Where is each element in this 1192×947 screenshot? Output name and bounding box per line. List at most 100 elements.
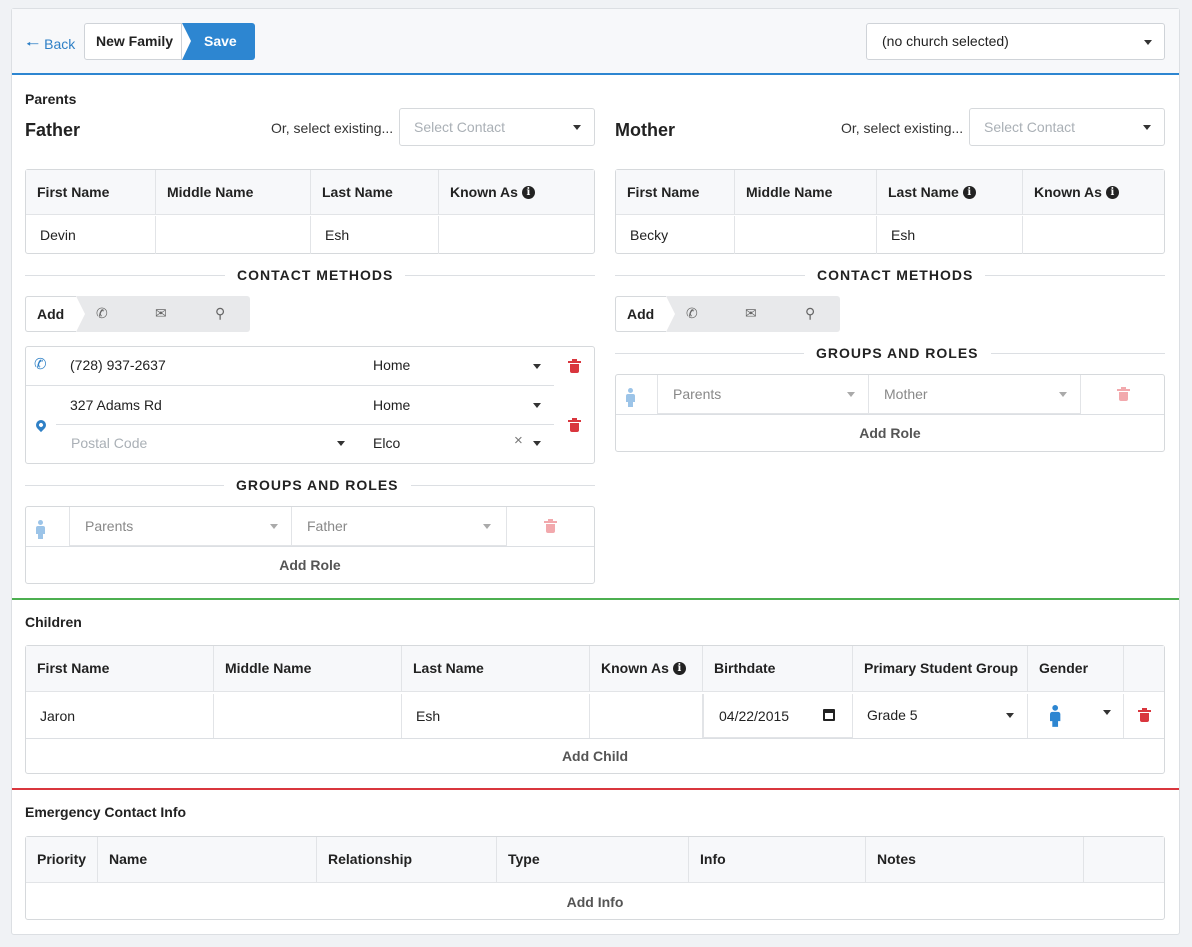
church-select[interactable]: (no church selected) (866, 23, 1165, 60)
father-select-contact[interactable]: Select Contact (399, 108, 595, 146)
phone-icon[interactable]: ✆ (686, 305, 698, 321)
emergency-table: Priority Name Relationship Type Info Not… (25, 836, 1165, 920)
father-address-input[interactable]: 327 Adams Rd (70, 397, 162, 413)
header-first-name: First Name (26, 170, 156, 215)
mother-title: Mother (615, 120, 675, 140)
chevron-down-icon (533, 441, 541, 446)
envelope-icon[interactable]: ✉ (745, 305, 757, 321)
child-student-group-value: Grade 5 (867, 707, 918, 723)
mother-first-name-input[interactable]: Becky (616, 216, 735, 254)
father-postal-code-input[interactable]: Postal Code (71, 435, 148, 451)
emergency-section-bar (12, 788, 1179, 790)
children-table: First Name Middle Name Last Name Known A… (25, 645, 1165, 774)
calendar-icon[interactable] (823, 709, 835, 721)
mother-name-table: First Name Middle Name Last Name i Known … (615, 169, 1165, 254)
chevron-down-icon (533, 364, 541, 369)
header-notes: Notes (866, 837, 1084, 882)
child-gender-select[interactable] (1028, 694, 1124, 738)
chevron-down-icon (1103, 710, 1111, 715)
header-priority: Priority (26, 837, 98, 882)
divider (26, 738, 1164, 739)
header-primary-student-group: Primary Student Group (853, 646, 1028, 691)
header-last-name: Last Name (311, 170, 439, 215)
church-select-value: (no church selected) (882, 33, 1009, 49)
father-name-table: First Name Middle Name Last Name Known A… (25, 169, 595, 254)
header-birthdate: Birthdate (703, 646, 853, 691)
father-last-name-input[interactable]: Esh (311, 216, 439, 254)
mother-select-contact[interactable]: Select Contact (969, 108, 1165, 146)
father-middle-name-input[interactable] (156, 216, 311, 254)
clear-icon[interactable]: × (514, 432, 523, 449)
mother-select-existing-label: Or, select existing... (841, 120, 964, 136)
envelope-icon[interactable]: ✉ (155, 305, 167, 321)
map-marker-icon[interactable]: ⚲ (215, 305, 226, 321)
breadcrumb-arrow (182, 23, 191, 60)
father-name-header: First Name Middle Name Last Name Known A… (26, 170, 594, 215)
mother-add-contact-bar: Add ✆ ✉ ⚲ (615, 296, 840, 332)
father-phone-input[interactable]: (728) 937-2637 (70, 357, 166, 373)
header-known-as: Known As i (1023, 170, 1165, 215)
info-icon[interactable]: i (521, 185, 535, 199)
chevron-down-icon (1059, 392, 1067, 397)
phone-icon[interactable]: ✆ (96, 305, 108, 321)
info-icon[interactable]: i (962, 185, 976, 199)
header-middle-name: Middle Name (214, 646, 402, 691)
mother-add-role-button[interactable]: Add Role (859, 425, 921, 441)
header-last-name: Last Name i (877, 170, 1023, 215)
back-link[interactable]: 🠐 Back (26, 34, 75, 59)
children-header-row: First Name Middle Name Last Name Known A… (26, 646, 1164, 692)
child-last-name-input[interactable]: Esh (402, 694, 590, 738)
chevron-down-icon (483, 524, 491, 529)
child-student-group-select[interactable]: Grade 5 (853, 694, 1028, 738)
children-section-bar (12, 598, 1179, 600)
map-marker-icon[interactable]: ⚲ (805, 305, 816, 321)
father-phone-type[interactable]: Home (373, 357, 411, 373)
father-role-select[interactable]: Father (292, 507, 507, 546)
info-icon[interactable]: i (1105, 185, 1119, 199)
child-middle-name-input[interactable] (214, 694, 402, 738)
mother-role-select[interactable]: Mother (869, 375, 1081, 414)
father-known-as-input[interactable] (439, 216, 595, 254)
mother-contact-methods-label: CONTACT METHODS (805, 267, 986, 283)
father-contact-methods-label: CONTACT METHODS (225, 267, 406, 283)
add-info-button[interactable]: Add Info (566, 894, 624, 910)
father-role-value: Father (307, 518, 348, 534)
back-label: Back (44, 36, 76, 52)
father-first-name-input[interactable]: Devin (26, 216, 156, 254)
phone-icon: ✆ (34, 356, 47, 373)
mother-group-select[interactable]: Parents (657, 375, 869, 414)
header-name: Name (98, 837, 317, 882)
chevron-down-icon (533, 403, 541, 408)
trash-icon[interactable] (544, 519, 557, 533)
mother-middle-name-input[interactable] (735, 216, 877, 254)
map-marker-icon (33, 417, 49, 433)
father-address-type[interactable]: Home (373, 397, 411, 413)
add-child-button[interactable]: Add Child (561, 748, 629, 764)
chevron-down-icon (1006, 713, 1014, 718)
header-known-as-label: Known As (450, 184, 518, 200)
mother-known-as-input[interactable] (1023, 216, 1165, 254)
child-known-as-input[interactable] (590, 694, 703, 738)
top-bar: 🠐 Back New Family Save (no church selecte… (12, 9, 1179, 75)
trash-icon[interactable] (568, 359, 581, 373)
father-add-role-button[interactable]: Add Role (279, 557, 341, 573)
trash-icon[interactable] (1117, 387, 1130, 401)
header-gender: Gender (1028, 646, 1124, 691)
header-known-as: Known As i (590, 646, 703, 691)
mother-select-contact-placeholder: Select Contact (984, 119, 1076, 135)
mother-last-name-input[interactable]: Esh (877, 216, 1023, 254)
mother-groups-roles-label: GROUPS AND ROLES (804, 345, 991, 361)
father-city-select[interactable]: Elco (373, 435, 401, 451)
save-button[interactable]: Save (182, 23, 255, 60)
child-birthdate-input[interactable]: 04/22/2015 (703, 694, 853, 738)
father-select-contact-placeholder: Select Contact (414, 119, 506, 135)
child-first-name-input[interactable]: Jaron (26, 694, 214, 738)
emergency-section-title: Emergency Contact Info (25, 804, 187, 820)
info-icon[interactable]: i (672, 661, 686, 675)
trash-icon[interactable] (1138, 708, 1151, 722)
add-contact-label: Add (25, 296, 76, 332)
chevron-down-icon (847, 392, 855, 397)
trash-icon[interactable] (568, 418, 581, 432)
add-contact-label: Add (615, 296, 666, 332)
father-group-select[interactable]: Parents (69, 507, 292, 546)
